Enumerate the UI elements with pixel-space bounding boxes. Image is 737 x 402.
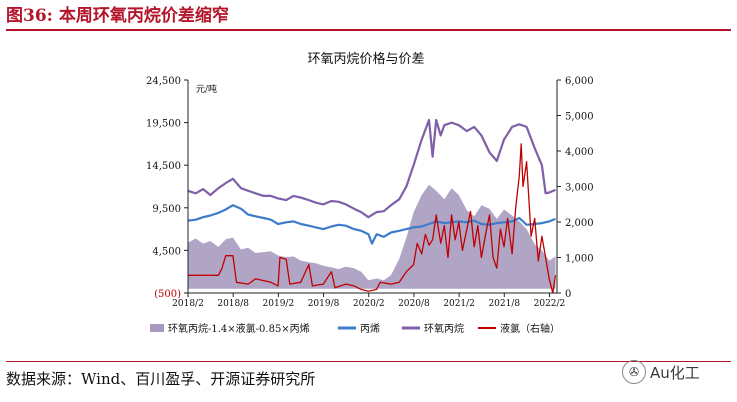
- legend: 环氧丙烷-1.4×液氯-0.85×丙烯 丙烯 环氧丙烷 液氯（右轴）: [150, 322, 560, 335]
- series-line-propylene-oxide: [187, 118, 556, 219]
- x-tick-label: 2020/8: [398, 299, 430, 309]
- x-tick-label: 2022/2: [534, 299, 566, 309]
- y-left-tick-label: (500): [154, 289, 181, 300]
- y-right-tick-label: 4,000: [565, 147, 594, 158]
- figure-caption: 本周环氧丙烷价差缩窄: [58, 6, 229, 26]
- y-right-tick-label: 6,000: [565, 76, 594, 87]
- legend-item-propylene-oxide: 环氧丙烷: [424, 322, 464, 335]
- chart-title: 环氧丙烷价格与价差: [307, 51, 424, 67]
- x-tick-label: 2018/2: [172, 299, 204, 309]
- y-left-tick-label: 9,500: [152, 204, 181, 215]
- unit-label: 元/吨: [196, 83, 217, 95]
- figure-label: 图36:: [6, 6, 53, 26]
- watermark-text: Au化工: [650, 363, 700, 382]
- y-right-tick-label: 3,000: [565, 183, 594, 194]
- legend-item-propylene: 丙烯: [360, 322, 380, 335]
- source-note: 数据来源：Wind、百川盈孚、开源证券研究所: [6, 370, 316, 388]
- y-right-tick-label: 1,000: [565, 254, 594, 265]
- y-left-tick-label: 24,500: [146, 76, 181, 87]
- watermark: ✇ Au化工: [622, 360, 700, 384]
- series-line-propylene: [187, 204, 556, 245]
- legend-item-spread-swatch: [150, 324, 164, 332]
- x-tick-label: 2018/8: [217, 299, 249, 309]
- legend-item-liquid-chlorine: 液氯（右轴）: [500, 322, 560, 335]
- y-left-tick-label: 4,500: [152, 246, 181, 257]
- x-tick-label: 2019/8: [308, 299, 340, 309]
- legend-item-spread: 环氧丙烷-1.4×液氯-0.85×丙烯: [168, 322, 310, 335]
- chart: 环氧丙烷价格与价差 (500) 4,500 9,500 14,500 19,500 24,…: [146, 51, 594, 335]
- y-left-tick-label: 19,500: [146, 119, 181, 130]
- y-right-tick-label: 0: [565, 289, 571, 300]
- axes: (500) 4,500 9,500 14,500 19,500 24,500 0 1,000 2…: [146, 76, 594, 309]
- x-tick-label: 2021/2: [443, 299, 475, 309]
- x-tick-label: 2021/8: [488, 299, 520, 309]
- plot-area: [187, 118, 557, 294]
- x-tick-label: 2019/2: [263, 299, 295, 309]
- figure-title: 图36: 本周环氧丙烷价差缩窄: [6, 3, 731, 31]
- y-right-tick-label: 2,000: [565, 218, 594, 229]
- y-right-tick-label: 5,000: [565, 112, 594, 123]
- series-line-liquid-chlorine: [187, 143, 557, 294]
- bottom-divider: [6, 361, 731, 362]
- wechat-icon: ✇: [622, 360, 646, 384]
- y-left-tick-label: 14,500: [146, 161, 181, 172]
- x-tick-label: 2020/2: [353, 299, 385, 309]
